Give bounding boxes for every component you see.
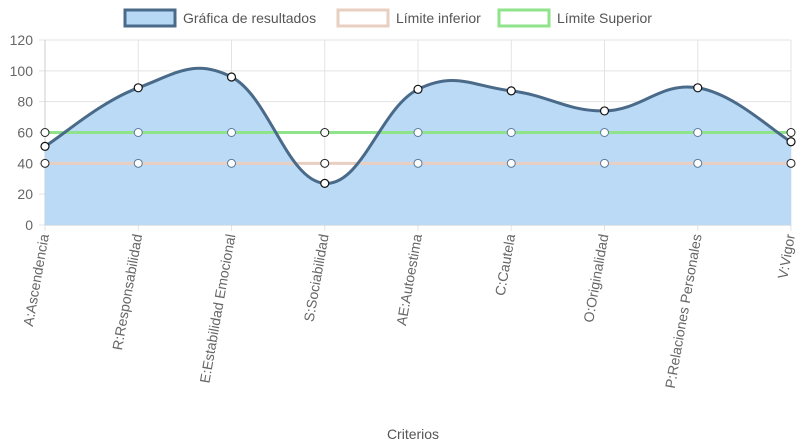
results-point[interactable]	[40, 141, 50, 151]
lower-limit-point[interactable]	[600, 158, 609, 168]
x-tick-label: A:Ascendencia	[20, 233, 52, 328]
results-point[interactable]	[693, 83, 703, 93]
y-tick-label: 60	[17, 125, 33, 141]
x-axis-ticks: A:Ascendencia R:Responsabilidad E:Estabili…	[20, 232, 796, 389]
x-tick-label: S:Sociabilidad	[301, 233, 332, 323]
legend-swatch	[497, 8, 551, 28]
lower-limit-point[interactable]	[320, 158, 330, 168]
results-point[interactable]	[226, 72, 237, 82]
x-tick-label: R:Responsabilidad	[109, 233, 145, 352]
legend-label: Límite Superior	[557, 10, 652, 26]
legend-label: Gráfica de resultados	[183, 10, 316, 26]
results-line	[44, 66, 792, 185]
legend: Gráfica de resultados Límite inferior Lími…	[123, 8, 652, 28]
upper-limit-point[interactable]	[413, 128, 423, 137]
lower-limit-point[interactable]	[693, 158, 703, 168]
x-tick-label: AE:Autoestima	[393, 233, 425, 327]
upper-limit-point[interactable]	[600, 128, 609, 137]
results-point[interactable]	[320, 178, 330, 188]
lower-limit-point[interactable]	[506, 158, 516, 168]
lower-limit-point[interactable]	[786, 158, 796, 168]
lower-limit-point[interactable]	[133, 158, 143, 168]
upper-limit-point[interactable]	[786, 128, 796, 137]
results-point[interactable]	[599, 106, 610, 116]
lower-limit-point[interactable]	[227, 158, 236, 168]
x-tick-label: V:Vigor	[774, 232, 796, 280]
upper-limit-point[interactable]	[133, 128, 143, 137]
results-area-fill	[45, 68, 791, 225]
legend-label: Límite inferior	[396, 10, 481, 26]
results-point[interactable]	[133, 83, 143, 93]
y-tick-label: 0	[25, 217, 33, 233]
x-tick-label: C:Cautela	[492, 233, 519, 297]
legend-swatch	[123, 8, 177, 28]
y-tick-label: 100	[10, 63, 34, 79]
lower-limit-point[interactable]	[40, 158, 50, 168]
series-layer	[40, 66, 796, 225]
y-tick-label: 80	[17, 94, 33, 110]
upper-limit-point[interactable]	[227, 128, 236, 137]
upper-limit-point[interactable]	[320, 128, 330, 137]
results-point[interactable]	[413, 84, 423, 94]
upper-limit-point[interactable]	[40, 128, 50, 137]
results-point[interactable]	[506, 86, 516, 96]
legend-item-upper-limit[interactable]: Límite Superior	[497, 8, 652, 28]
x-tick-label: P:Relaciones Personales	[662, 233, 705, 390]
x-axis-title: Criterios	[387, 426, 439, 442]
upper-limit-point[interactable]	[693, 128, 703, 137]
y-tick-label: 40	[17, 155, 33, 171]
y-axis-ticks: 0 20 40 60 80 100 120	[10, 32, 34, 233]
x-tick-label: E:Estabilidad Emocional	[196, 233, 238, 384]
y-tick-label: 20	[17, 186, 33, 202]
legend-item-results[interactable]: Gráfica de resultados	[123, 8, 316, 28]
upper-limit-point[interactable]	[506, 128, 516, 137]
lower-limit-point[interactable]	[413, 158, 423, 168]
legend-swatch	[336, 8, 390, 28]
legend-item-lower-limit[interactable]: Límite inferior	[336, 8, 481, 28]
y-tick-label: 120	[10, 32, 34, 48]
x-tick-label: O:Originalidad	[580, 233, 611, 324]
results-point[interactable]	[786, 137, 796, 147]
